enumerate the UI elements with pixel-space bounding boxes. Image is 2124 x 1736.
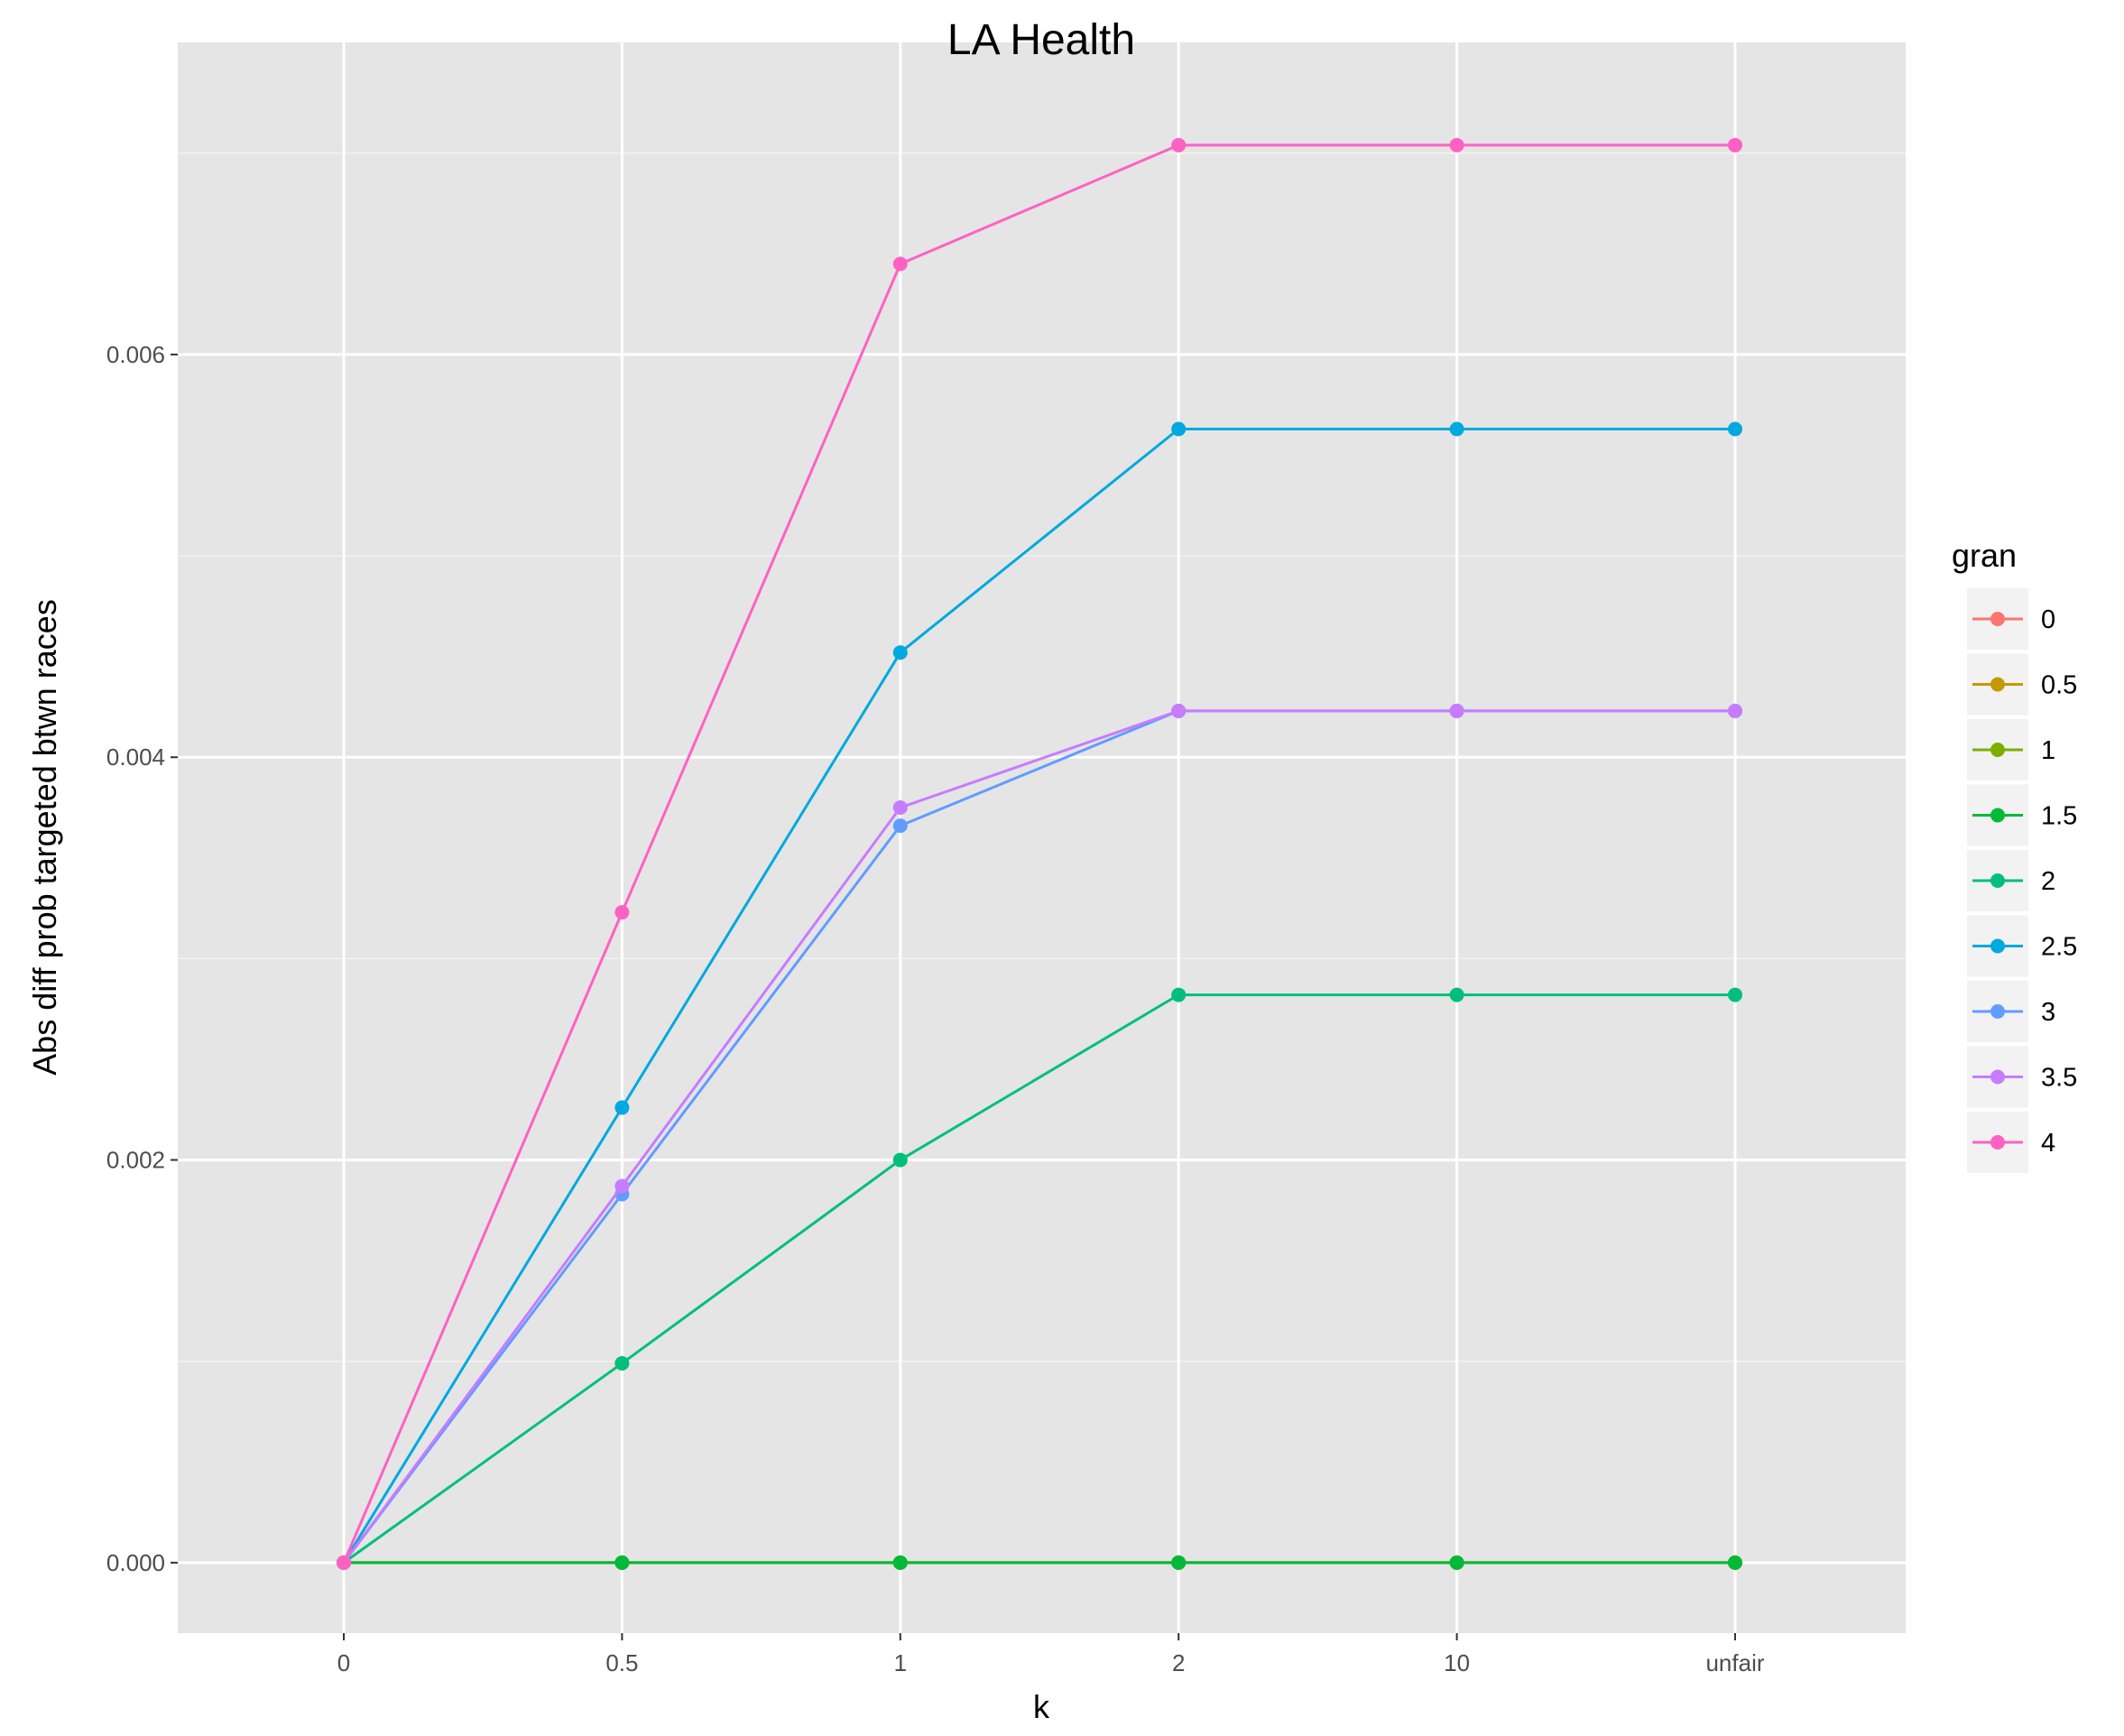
data-point	[614, 1355, 630, 1371]
data-point	[1171, 137, 1187, 152]
x-tick-label: 2	[1172, 1649, 1185, 1676]
data-point	[614, 905, 630, 920]
y-tick-label: 0.002	[106, 1147, 165, 1174]
legend-key-point	[1990, 1135, 2005, 1150]
data-point	[1449, 421, 1464, 437]
legend-item: 0.5	[1967, 653, 2077, 716]
data-point	[892, 1152, 908, 1168]
data-point	[1728, 421, 1742, 437]
data-point	[614, 1555, 630, 1570]
y-tick-label: 0.006	[106, 341, 165, 368]
legend-label: 0.5	[2041, 671, 2077, 700]
legend-label: 2	[2041, 867, 2055, 896]
legend-item: 0	[1967, 588, 2055, 650]
x-tick-label: 1	[894, 1649, 907, 1676]
data-point	[892, 1555, 908, 1570]
legend-key-point	[1990, 743, 2005, 757]
legend-key-point	[1990, 808, 2005, 823]
legend-label: 3	[2041, 998, 2055, 1027]
series-4	[337, 137, 1742, 1570]
legend-item: 3.5	[1967, 1046, 2077, 1108]
axis-ticks: 0.000 0.002 0.004 0.006 0 0.5 1 2 10 unfair	[106, 341, 1765, 1676]
legend-key-point	[1990, 873, 2005, 888]
data-point	[614, 1178, 630, 1194]
data-point	[892, 800, 908, 816]
legend-item: 1.5	[1967, 784, 2077, 846]
y-axis-label: Abs diff prob targeted btwn races	[26, 599, 63, 1076]
series-layer	[337, 137, 1742, 1570]
legend-item: 4	[1967, 1112, 2055, 1173]
data-point	[1449, 1555, 1464, 1570]
data-point	[1449, 987, 1464, 1002]
legend-key-point	[1990, 1069, 2005, 1085]
legend-item: 3	[1967, 981, 2055, 1042]
x-tick-label: 10	[1444, 1649, 1470, 1676]
chart-title: LA Health	[947, 16, 1135, 64]
legend-label: 1.5	[2041, 802, 2077, 831]
x-tick-label: 0	[337, 1649, 350, 1676]
data-point	[1171, 703, 1187, 718]
legend-key-point	[1990, 612, 2005, 626]
data-point	[892, 818, 908, 834]
data-point	[1171, 421, 1187, 437]
series-line	[342, 143, 1735, 1564]
series-line	[343, 993, 1735, 1565]
legend-title: gran	[1952, 537, 2017, 574]
legend-key-point	[1990, 938, 2005, 954]
data-point	[1728, 1555, 1742, 1570]
legend-key-point	[1990, 1004, 2005, 1019]
data-point	[1728, 987, 1742, 1002]
data-point	[1728, 703, 1742, 718]
grid-minor	[178, 152, 1906, 1362]
legend-label: 1	[2041, 736, 2055, 765]
data-point	[1449, 137, 1464, 152]
legend-item: 2.5	[1967, 915, 2077, 977]
x-tick-label: 0.5	[605, 1649, 638, 1676]
series-line	[342, 427, 1735, 1564]
panel-background	[178, 42, 1906, 1633]
legend-item: 2	[1967, 850, 2055, 911]
data-point	[1171, 1555, 1187, 1570]
legend-label: 0	[2041, 605, 2055, 634]
data-point	[1728, 137, 1742, 152]
legend-item: 1	[1967, 719, 2055, 780]
y-tick-label: 0.000	[106, 1549, 165, 1576]
x-axis-label: k	[1033, 1688, 1050, 1725]
data-point	[1449, 703, 1464, 718]
data-point	[892, 256, 908, 272]
x-tick-label: unfair	[1705, 1649, 1764, 1676]
legend-label: 3.5	[2041, 1064, 2077, 1093]
y-tick-label: 0.004	[106, 743, 165, 771]
data-point	[337, 1555, 351, 1570]
data-point	[1171, 987, 1187, 1002]
legend: gran 0 0.5 1 1.5 2 2.5 3 3.5 4	[1952, 537, 2077, 1173]
series-line	[342, 709, 1735, 1564]
data-point	[614, 1100, 630, 1115]
legend-key-point	[1990, 677, 2005, 692]
legend-label: 2.5	[2041, 933, 2077, 962]
data-point	[892, 645, 908, 660]
legend-label: 4	[2041, 1129, 2055, 1158]
